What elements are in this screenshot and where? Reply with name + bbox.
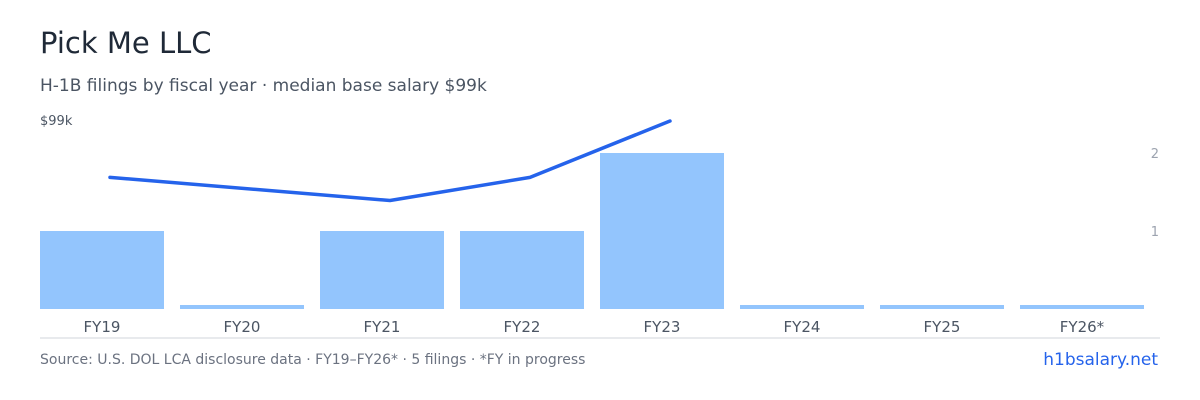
x-tick-label: FY24 <box>784 318 821 336</box>
brand-link[interactable]: h1bsalary.net <box>1043 350 1158 370</box>
right-axis-tick-label: 1 <box>1151 225 1159 240</box>
bar-fy20 <box>180 305 304 309</box>
right-axis-ticks: 12 <box>1151 147 1159 240</box>
page-title: Pick Me LLC <box>40 26 212 60</box>
chart-subtitle: H-1B filings by fiscal year · median bas… <box>40 76 487 96</box>
x-tick-label: FY22 <box>504 318 541 336</box>
left-axis-tick-label: $99k <box>40 114 73 129</box>
x-tick-label: FY21 <box>364 318 401 336</box>
bar-fy22 <box>460 231 584 309</box>
right-axis-tick-label: 2 <box>1151 147 1159 162</box>
bar-fy25 <box>880 305 1004 309</box>
x-tick-label: FY23 <box>644 318 681 336</box>
bar-fy21 <box>320 231 444 309</box>
x-tick-label: FY19 <box>84 318 121 336</box>
bar-fy24 <box>740 305 864 309</box>
salary-line <box>108 119 672 203</box>
bar-fy19 <box>40 231 164 309</box>
source-note: Source: U.S. DOL LCA disclosure data · F… <box>40 352 586 368</box>
x-tick-label: FY26* <box>1060 318 1105 336</box>
bar-fy23 <box>600 153 724 309</box>
bar-fy26-partial <box>1020 305 1144 309</box>
x-tick-labels: FY19 FY20 FY21 FY22 FY23 FY24 FY25 FY26* <box>84 318 1105 336</box>
x-tick-label: FY25 <box>924 318 961 336</box>
bar-group <box>40 153 1144 309</box>
x-tick-label: FY20 <box>224 318 261 336</box>
